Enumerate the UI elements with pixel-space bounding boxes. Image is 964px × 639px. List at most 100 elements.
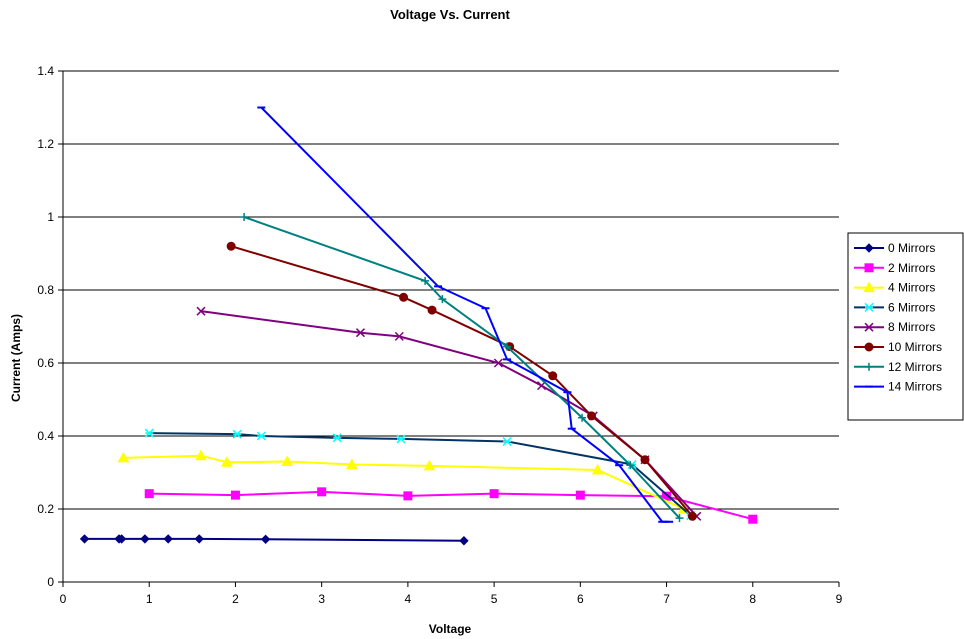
- legend-item-8-mirrors: 8 Mirrors: [854, 320, 935, 334]
- series-10-mirrors: [226, 241, 697, 521]
- data-point-0-mirrors: [163, 534, 173, 544]
- data-point-12-mirrors: [675, 514, 684, 523]
- data-point-4-mirrors: [195, 449, 207, 461]
- data-point-4-mirrors: [117, 451, 130, 463]
- y-tick-label: 0.8: [37, 283, 54, 297]
- data-point-2-mirrors: [230, 490, 240, 500]
- legend-item-2-mirrors: 2 Mirrors: [854, 261, 935, 275]
- legend-swatch-marker: [864, 342, 874, 352]
- series-line-8-mirrors: [200, 310, 698, 517]
- data-point-12-mirrors: [421, 276, 430, 285]
- x-tick-label: 6: [577, 592, 584, 606]
- data-point-4-mirrors: [591, 463, 604, 475]
- data-point-2-mirrors: [489, 489, 499, 499]
- series-line-10-mirrors: [230, 245, 694, 517]
- data-point-2-mirrors: [144, 489, 154, 499]
- legend-item-14-mirrors: 14 Mirrors: [854, 380, 942, 394]
- data-point-4-mirrors: [281, 455, 294, 467]
- data-point-10-mirrors: [640, 455, 650, 465]
- data-point-2-mirrors: [317, 487, 327, 497]
- data-point-10-mirrors: [548, 371, 558, 381]
- y-tick-label: 1: [47, 210, 54, 224]
- data-point-12-mirrors: [626, 461, 635, 470]
- series-8-mirrors: [196, 306, 702, 521]
- legend-item-12-mirrors: 12 Mirrors: [854, 360, 942, 374]
- data-point-4-mirrors: [345, 458, 358, 469]
- data-point-4-mirrors: [423, 459, 436, 471]
- y-tick-label: 0.2: [37, 502, 54, 516]
- legend-label: 12 Mirrors: [888, 360, 942, 374]
- series-6-mirrors: [144, 428, 696, 521]
- y-tick-label: 1.4: [37, 64, 54, 78]
- data-point-0-mirrors: [459, 536, 469, 546]
- data-point-8-mirrors: [394, 331, 404, 341]
- data-point-10-mirrors: [427, 305, 437, 315]
- axes: 0 0.2 0.4 0.6 0.8 1 1.2 1.4 0 1 2 3 4 5 6 7 8 9: [37, 64, 842, 606]
- legend-label: 4 Mirrors: [888, 281, 935, 295]
- legend-item-6-mirrors: 6 Mirrors: [854, 300, 935, 314]
- y-axis-title: Current (Amps): [9, 314, 23, 402]
- y-tick-label: 0: [47, 575, 54, 589]
- series-line-6-mirrors: [149, 432, 692, 517]
- gridlines: [63, 70, 839, 510]
- data-point-10-mirrors: [587, 411, 597, 421]
- y-tick-label: 0.6: [37, 356, 54, 370]
- legend: 0 Mirrors 2 Mirrors 4 Mirrors 6 Mirrors 8 Mi…: [847, 232, 964, 421]
- series-line-4-mirrors: [123, 454, 685, 510]
- x-tick-label: 4: [405, 592, 412, 606]
- legend-swatch-marker: [864, 263, 874, 273]
- data-point-0-mirrors: [79, 534, 90, 544]
- data-point-0-mirrors: [140, 534, 150, 544]
- data-point-6-mirrors: [232, 429, 242, 439]
- data-point-6-mirrors: [502, 436, 512, 447]
- series-14-mirrors: [257, 106, 674, 523]
- y-tick-label: 1.2: [37, 137, 54, 151]
- data-point-10-mirrors: [687, 511, 697, 521]
- data-point-2-mirrors: [748, 514, 758, 524]
- data-point-0-mirrors: [194, 534, 204, 544]
- x-tick-label: 1: [146, 592, 153, 606]
- series-12-mirrors: [240, 213, 684, 523]
- data-point-12-mirrors: [578, 413, 587, 422]
- x-tick-label: 8: [749, 592, 756, 606]
- series-line-2-mirrors: [149, 490, 754, 521]
- data-point-0-mirrors: [260, 534, 271, 545]
- data-point-4-mirrors: [220, 456, 233, 467]
- y-tick-label: 0.4: [37, 429, 54, 443]
- data-point-6-mirrors: [144, 428, 154, 438]
- legend-swatch-marker: [864, 322, 874, 332]
- data-point-8-mirrors: [196, 306, 206, 316]
- legend-swatch-marker: [864, 243, 874, 253]
- data-point-6-mirrors: [256, 431, 266, 441]
- data-point-6-mirrors: [396, 434, 406, 444]
- legend-item-4-mirrors: 4 Mirrors: [854, 281, 935, 295]
- legend-label: 6 Mirrors: [888, 300, 935, 314]
- data-point-8-mirrors: [355, 328, 365, 338]
- data-point-10-mirrors: [399, 292, 409, 302]
- legend-item-0-mirrors: 0 Mirrors: [854, 241, 935, 255]
- data-point-8-mirrors: [493, 358, 503, 368]
- series-layer: [79, 106, 758, 546]
- x-tick-label: 7: [663, 592, 670, 606]
- data-point-10-mirrors: [226, 241, 236, 251]
- data-point-12-mirrors: [240, 213, 249, 221]
- data-point-12-mirrors: [438, 295, 447, 304]
- series-line-12-mirrors: [243, 216, 681, 519]
- legend-label: 10 Mirrors: [888, 340, 942, 354]
- legend-swatch-marker: [864, 302, 874, 312]
- legend-item-10-mirrors: 10 Mirrors: [854, 340, 942, 354]
- legend-label: 8 Mirrors: [888, 320, 935, 334]
- data-point-2-mirrors: [403, 491, 413, 501]
- x-tick-label: 9: [836, 592, 843, 606]
- x-axis-title: Voltage: [429, 622, 472, 636]
- x-tick-label: 5: [491, 592, 498, 606]
- series-0-mirrors: [79, 534, 469, 546]
- data-point-0-mirrors: [116, 534, 127, 544]
- legend-label: 0 Mirrors: [888, 241, 935, 255]
- data-point-6-mirrors: [332, 433, 342, 443]
- chart-title: Voltage Vs. Current: [390, 7, 510, 22]
- data-point-12-mirrors: [503, 342, 512, 351]
- legend-label: 14 Mirrors: [888, 380, 942, 394]
- legend-label: 2 Mirrors: [888, 261, 935, 275]
